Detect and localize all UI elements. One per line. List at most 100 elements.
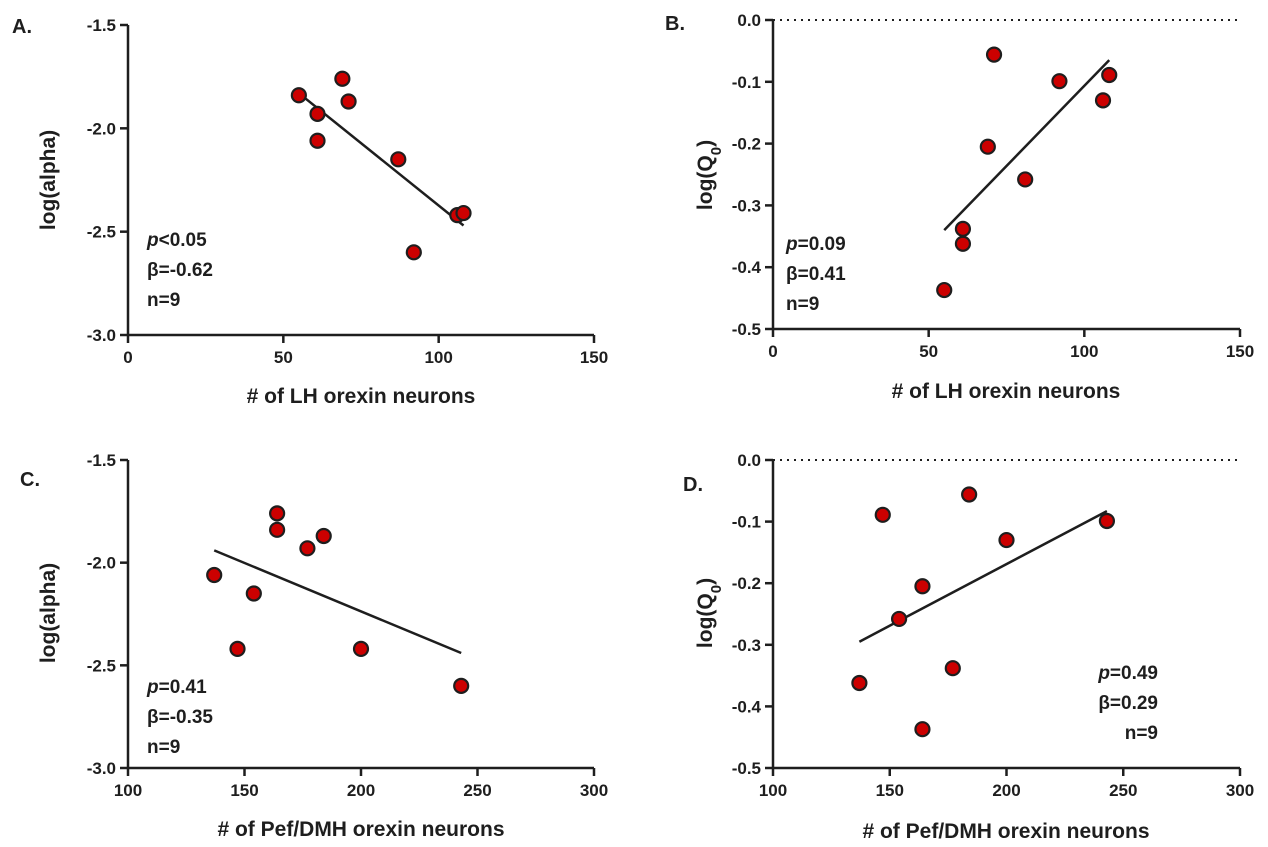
data-point [309,132,326,149]
p-symbol: p [146,230,159,251]
panel-letter: D. [683,474,703,496]
panel-b: B. 0.0 -0.1 -0.2 -0.3 -0.4 -0.5 0 50 100 150 # of L… [665,11,1254,403]
n-label: n=9 [147,290,180,311]
y-tick-label: -3.0 [87,326,116,345]
n-label: n=9 [1125,723,1158,744]
data-point [309,105,326,122]
data-point [455,204,472,222]
y-axis-title-subscript: 0 [708,147,725,155]
p-value-label: p=0.09 [785,234,846,255]
data-point [269,505,286,522]
data-point [229,640,246,658]
data-point [944,660,961,677]
data-point [340,93,357,110]
data-point [206,566,223,584]
data-point [1101,66,1118,84]
p-symbol: p [785,234,798,255]
beta-label: β=-0.62 [147,260,213,281]
data-point [914,578,931,595]
x-tick-label: 50 [919,342,938,361]
x-axis-title: # of LH orexin neurons [892,380,1121,403]
y-axis-title-main: log(Q [694,155,717,210]
x-tick-label: 100 [114,781,142,800]
panel-a: A. -1.5 -2.0 -2.5 -3.0 0 50 100 150 # of LH orexi… [12,16,608,408]
data-point [352,640,370,658]
data-point [390,151,407,168]
x-tick-label: 150 [1226,342,1254,361]
data-point [954,235,972,252]
y-axis-title: log(alpha) [37,130,60,230]
data-point [998,531,1015,549]
p-value-label: p=0.41 [146,677,207,698]
regression-line [298,92,465,227]
p-value: <0.05 [159,230,208,251]
data-point [874,506,891,523]
x-axis-title: # of Pef/DMH orexin neurons [862,820,1149,843]
n-label: n=9 [786,294,819,315]
data-point [299,540,316,557]
p-value: =0.41 [159,677,208,698]
data-point [954,220,972,237]
data-point [334,70,351,87]
y-tick-label: -2.0 [87,119,116,138]
panel-d: D. 0.0 -0.1 -0.2 -0.3 -0.4 -0.5 100 150 200 250 300… [683,451,1254,843]
data-point [453,677,470,694]
x-tick-label: 100 [1070,342,1098,361]
y-tick-label: -2.0 [87,554,116,573]
y-tick-label: -0.2 [732,574,761,593]
y-axis-title: log(alpha) [37,563,60,663]
panel-letter: B. [665,13,685,35]
y-tick-label: -0.4 [732,697,762,716]
p-value: =0.49 [1110,663,1158,684]
beta-label: β=-0.35 [147,707,213,728]
y-tick-label: -0.1 [732,73,761,92]
y-tick-label: -0.5 [732,759,761,778]
regression-line [943,59,1111,231]
y-tick-label: -0.3 [732,196,761,215]
y-tick-label: -0.5 [732,320,761,339]
data-point [1017,171,1034,188]
regression-line [213,549,462,655]
x-tick-label: 150 [230,781,258,800]
y-tick-label: -0.2 [732,135,761,154]
data-point [851,674,868,692]
x-tick-label: 150 [876,781,904,800]
y-axis-title-end: ) [694,140,717,147]
data-point [961,486,978,503]
y-tick-label: -2.5 [87,656,116,675]
data-point [1051,73,1068,90]
data-point [269,521,286,538]
x-tick-label: 200 [992,781,1020,800]
data-point [1098,512,1116,530]
x-tick-label: 100 [759,781,787,800]
n-label: n=9 [147,737,180,758]
data-point [890,610,908,628]
x-tick-label: 150 [580,348,608,367]
data-point [315,527,332,545]
x-tick-label: 0 [123,348,132,367]
x-axis-title: # of LH orexin neurons [247,385,476,408]
x-tick-label: 200 [347,781,375,800]
x-tick-label: 250 [1109,781,1137,800]
y-tick-label: -2.5 [87,223,116,242]
data-point [290,87,307,104]
y-tick-label: 0.0 [737,451,761,470]
x-tick-label: 50 [274,348,293,367]
x-tick-label: 300 [1226,781,1254,800]
beta-label: β=0.41 [786,264,846,285]
x-tick-label: 250 [463,781,491,800]
data-point [985,46,1003,63]
data-point [936,281,953,299]
beta-label: β=0.29 [1098,693,1158,714]
y-axis-title: log(Q0) [694,140,725,210]
y-tick-label: -3.0 [87,759,116,778]
y-tick-label: -0.1 [732,513,761,532]
y-axis-title-subscript: 0 [708,585,725,593]
x-tick-label: 100 [424,348,452,367]
panel-c: C. -1.5 -2.0 -2.5 -3.0 100 150 200 250 300 # of Pe… [20,451,608,841]
p-value-label: p=0.49 [1097,663,1158,684]
y-axis-title: log(Q0) [694,578,725,648]
data-point [979,138,996,155]
data-point [245,585,262,602]
